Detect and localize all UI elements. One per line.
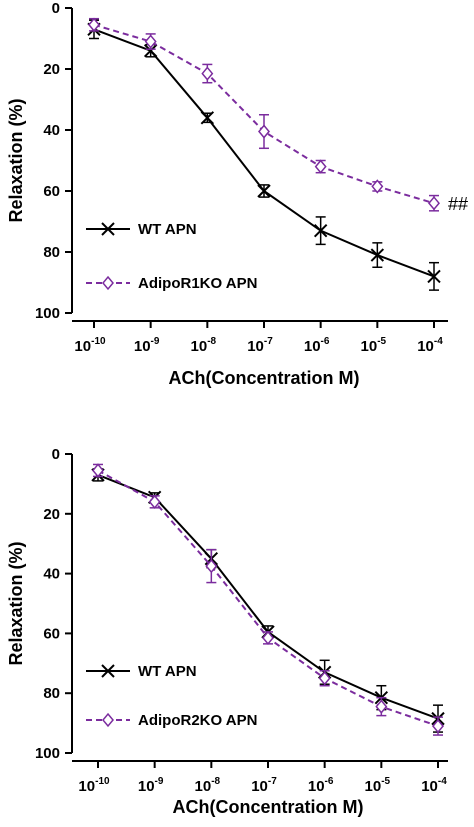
y-tick-label: 0 <box>52 446 60 463</box>
x-tick-base: 10 <box>365 778 382 795</box>
legend-label-1: AdipoR2KO APN <box>138 712 257 729</box>
x-tick-base: 10 <box>417 338 434 355</box>
x-tick-label: 10-9 <box>134 336 160 355</box>
data-point-x-marker <box>427 269 441 284</box>
y-tick-label: 80 <box>43 244 60 261</box>
y-tick-label: 40 <box>43 122 60 139</box>
x-tick-label: 10-7 <box>247 336 273 355</box>
x-tick-base: 10 <box>195 778 212 795</box>
data-point-diamond-marker <box>314 159 327 174</box>
x-tick-base: 10 <box>78 778 95 795</box>
series-line-0 <box>97 474 439 720</box>
x-tick-exponent: -5 <box>377 336 386 347</box>
x-tick-exponent: -8 <box>211 776 220 787</box>
x-tick-base: 10 <box>361 338 378 355</box>
data-point-diamond-marker <box>428 196 440 211</box>
x-tick-label: 10-4 <box>417 336 443 355</box>
data-point-diamond-marker <box>371 179 384 194</box>
x-tick-label: 10-8 <box>191 336 217 355</box>
data-point-diamond-marker <box>88 17 100 32</box>
x-tick-exponent: -4 <box>434 336 443 347</box>
x-tick-exponent: -7 <box>264 336 273 347</box>
x-tick-base: 10 <box>138 778 155 795</box>
x-tick-label: 10-10 <box>74 336 106 355</box>
x-tick-label: 10-9 <box>138 776 164 795</box>
y-tick-label: 80 <box>43 685 60 702</box>
x-tick-base: 10 <box>134 338 151 355</box>
y-tick-label: 100 <box>35 305 60 322</box>
legend-label-0: WT APN <box>138 663 197 680</box>
data-point-x-marker <box>370 248 385 262</box>
x-tick-base: 10 <box>304 338 321 355</box>
data-point-diamond-marker <box>148 494 161 510</box>
x-tick-exponent: -6 <box>325 776 334 787</box>
x-tick-exponent: -8 <box>207 336 216 347</box>
series-line-1 <box>97 469 439 728</box>
y-tick-label: 100 <box>35 745 60 762</box>
x-tick-exponent: -7 <box>268 776 277 787</box>
data-point-diamond-marker <box>262 630 274 646</box>
x-tick-label: 10-6 <box>308 776 334 795</box>
x-tick-label: 10-4 <box>421 776 447 795</box>
x-tick-label: 10-8 <box>195 776 221 795</box>
x-tick-exponent: -10 <box>95 776 110 787</box>
y-tick-label: 40 <box>43 566 60 583</box>
legend-diamond-marker <box>102 712 114 728</box>
y-tick-label: 20 <box>43 61 60 78</box>
data-point-diamond-marker <box>92 463 104 478</box>
data-point-diamond-marker <box>144 34 157 49</box>
x-tick-base: 10 <box>251 778 268 795</box>
series-line-0 <box>93 28 435 278</box>
x-tick-exponent: -10 <box>91 336 106 347</box>
x-tick-exponent: -5 <box>381 776 390 787</box>
x-axis-title: ACh(Concentration M) <box>173 797 364 817</box>
x-tick-label: 10-10 <box>78 776 110 795</box>
data-point-x-marker <box>200 111 215 125</box>
legend-x-marker <box>101 664 115 678</box>
legend-label-1: AdipoR1KO APN <box>138 275 257 292</box>
x-tick-base: 10 <box>191 338 208 355</box>
legend-diamond-marker <box>102 275 114 291</box>
y-tick-label: 60 <box>43 625 60 642</box>
x-tick-label: 10-7 <box>251 776 277 795</box>
y-axis-title: Relaxation (%) <box>6 98 26 222</box>
series-line-1 <box>93 23 435 205</box>
y-axis-title: Relaxation (%) <box>6 541 26 665</box>
x-tick-exponent: -9 <box>151 336 160 347</box>
data-point-x-marker <box>257 184 271 198</box>
y-tick-label: 0 <box>52 0 60 17</box>
data-point-diamond-marker <box>375 699 388 714</box>
significance-annotation: ## <box>448 194 468 214</box>
data-point-diamond-marker <box>432 718 444 734</box>
x-tick-label: 10-5 <box>365 776 391 795</box>
x-axis-title: ACh(Concentration M) <box>169 368 360 388</box>
legend-label-0: WT APN <box>138 221 197 238</box>
x-tick-exponent: -4 <box>438 776 447 787</box>
x-tick-base: 10 <box>308 778 325 795</box>
x-tick-label: 10-5 <box>361 336 387 355</box>
x-tick-base: 10 <box>74 338 91 355</box>
x-tick-exponent: -9 <box>155 776 164 787</box>
data-point-diamond-marker <box>201 66 214 81</box>
x-tick-exponent: -6 <box>321 336 330 347</box>
legend-x-marker <box>101 222 115 236</box>
x-tick-base: 10 <box>421 778 438 795</box>
x-tick-label: 10-6 <box>304 336 330 355</box>
y-tick-label: 20 <box>43 506 60 523</box>
data-point-diamond-marker <box>205 558 218 574</box>
y-tick-label: 60 <box>43 183 60 200</box>
x-tick-base: 10 <box>247 338 264 355</box>
data-point-x-marker <box>143 43 158 58</box>
data-point-x-marker <box>313 223 328 238</box>
data-point-diamond-marker <box>318 671 331 686</box>
data-point-diamond-marker <box>258 124 270 139</box>
